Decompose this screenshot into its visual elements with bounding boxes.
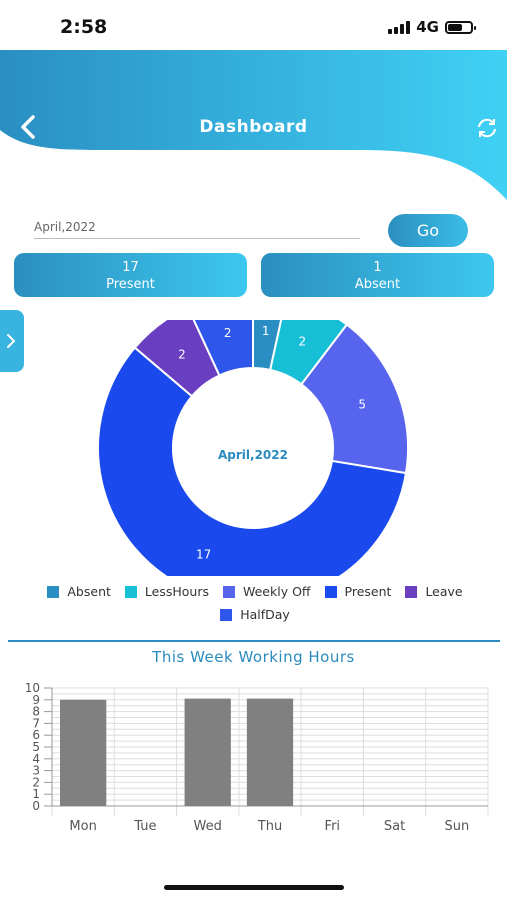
chevron-right-icon [7, 334, 16, 348]
present-summary-card[interactable]: 17 Present [14, 253, 247, 297]
y-tick-label: 1 [32, 787, 40, 801]
absent-summary-card[interactable]: 1 Absent [261, 253, 494, 297]
legend-label: LessHours [144, 584, 209, 599]
donut-slice-present[interactable] [97, 346, 408, 576]
legend-label: Present [344, 584, 392, 599]
legend-item-absent[interactable]: Absent [47, 584, 111, 599]
header-background [0, 50, 507, 200]
legend-item-weekly-off[interactable]: Weekly Off [222, 584, 311, 599]
x-tick-label: Tue [133, 819, 156, 834]
legend-row: HalfDay [30, 607, 480, 622]
present-label: Present [106, 277, 155, 292]
y-tick-label: 5 [32, 740, 40, 754]
status-time: 2:58 [60, 16, 108, 38]
donut-slice-value: 2 [299, 334, 307, 348]
legend-label: Leave [425, 584, 463, 599]
legend-swatch [222, 585, 235, 598]
side-drawer-tab[interactable] [0, 310, 24, 372]
x-tick-label: Thu [257, 819, 282, 834]
legend-label: Weekly Off [242, 584, 311, 599]
absent-label: Absent [354, 277, 401, 292]
donut-center-label: April,2022 [218, 448, 288, 462]
present-count: 17 [122, 260, 139, 275]
x-tick-label: Fri [325, 819, 341, 834]
month-input[interactable]: April,2022 [34, 220, 360, 239]
legend-swatch [220, 608, 233, 621]
refresh-button[interactable] [475, 116, 499, 140]
x-tick-label: Wed [194, 819, 222, 834]
refresh-icon [478, 118, 496, 138]
y-tick-label: 8 [32, 705, 40, 719]
donut-hole [173, 368, 333, 528]
page-title: Dashboard [199, 117, 308, 137]
attendance-donut-chart: 1 2 5 17 2 2 April,2022 [97, 320, 409, 576]
battery-icon [445, 20, 476, 34]
donut-slice-value: 17 [196, 548, 211, 562]
chevron-left-icon [21, 115, 35, 139]
donut-slice-value: 2 [178, 347, 186, 361]
y-tick-label: 6 [32, 728, 40, 742]
legend-label: HalfDay [240, 607, 290, 622]
y-tick-label: 3 [32, 764, 40, 778]
legend-swatch [47, 585, 60, 598]
legend-label: Absent [67, 584, 111, 599]
bar-wed[interactable] [184, 698, 231, 806]
legend-swatch [405, 585, 418, 598]
legend-item-lesshours[interactable]: LessHours [124, 584, 209, 599]
x-tick-label: Sat [384, 819, 405, 834]
network-label: 4G [416, 18, 439, 36]
go-button[interactable]: Go [388, 214, 468, 247]
back-button[interactable] [16, 114, 42, 140]
bar-chart-title: This Week Working Hours [152, 648, 355, 666]
y-tick-label: 0 [32, 799, 40, 813]
bar-thu[interactable] [246, 698, 294, 806]
legend-swatch [124, 585, 137, 598]
section-divider [8, 640, 500, 642]
y-tick-label: 4 [32, 752, 40, 766]
legend-item-present[interactable]: Present [324, 584, 392, 599]
status-indicators: 4G [388, 18, 476, 36]
y-tick-label: 2 [32, 775, 40, 789]
signal-icon [388, 20, 411, 34]
bar-mon[interactable] [60, 699, 107, 806]
legend-item-leave[interactable]: Leave [405, 584, 463, 599]
home-indicator[interactable] [164, 885, 344, 890]
y-tick-label: 9 [32, 693, 40, 707]
legend-swatch [324, 585, 337, 598]
donut-slice-value: 5 [358, 398, 366, 412]
status-bar: 2:58 4G [0, 0, 507, 50]
y-tick-label: 10 [25, 682, 40, 695]
donut-slice-value: 2 [224, 326, 232, 340]
legend-row: Absent LessHours Weekly Off Present Leave [30, 584, 480, 599]
x-tick-label: Sun [444, 819, 469, 834]
absent-count: 1 [373, 260, 382, 275]
y-tick-label: 7 [32, 716, 40, 730]
donut-legend: Absent LessHours Weekly Off Present Leave Ha… [30, 584, 480, 630]
donut-slice-value: 1 [262, 324, 270, 338]
legend-item-halfday[interactable]: HalfDay [220, 607, 290, 622]
x-tick-label: Mon [69, 819, 96, 834]
